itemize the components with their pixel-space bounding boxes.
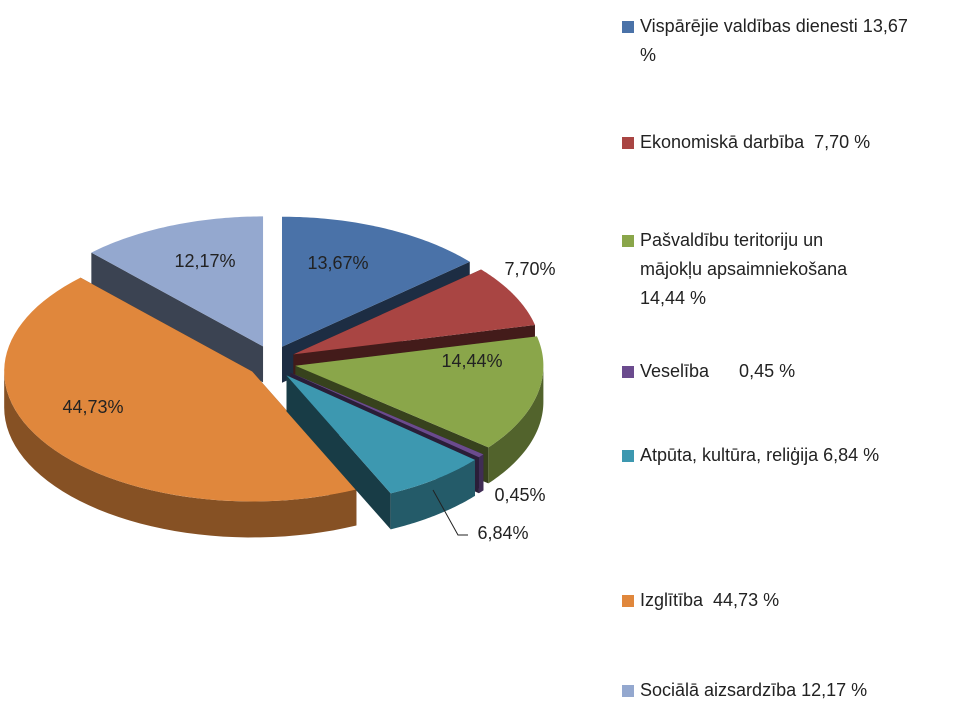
slice-top bbox=[281, 216, 470, 347]
legend-label: Sociālā aizsardzība 12,17 % bbox=[640, 680, 868, 700]
legend-label: Atpūta, kultūra, reliģija 6,84 % bbox=[640, 445, 880, 465]
slice bbox=[91, 216, 264, 383]
leader-line bbox=[432, 489, 468, 536]
legend-item: Ekonomiskā darbība 7,70 % bbox=[622, 128, 974, 157]
slice-top bbox=[295, 336, 544, 448]
slice-top bbox=[4, 277, 357, 502]
data-label: 7,70% bbox=[504, 259, 555, 279]
legend-swatch bbox=[622, 137, 634, 149]
legend-item: Atpūta, kultūra, reliģija 6,84 % bbox=[622, 441, 974, 470]
legend-item: Sociālā aizsardzība 12,17 % bbox=[622, 676, 974, 705]
slice-side bbox=[478, 454, 484, 494]
legend-label: Izglītība 44,73 % bbox=[640, 590, 780, 610]
legend-item: Pašvaldību teritoriju un mājokļu apsaimn… bbox=[622, 226, 865, 313]
legend-item: Izglītība 44,73 % bbox=[622, 586, 974, 615]
legend-swatch bbox=[622, 21, 634, 33]
slice-side bbox=[488, 365, 544, 484]
data-label: 14,44% bbox=[441, 351, 502, 371]
legend-label: Veselība 0,45 % bbox=[640, 361, 796, 381]
legend-swatch bbox=[622, 685, 634, 697]
slice bbox=[4, 277, 357, 538]
slice-wall bbox=[91, 252, 264, 383]
legend-swatch bbox=[622, 235, 634, 247]
data-label: 6,84% bbox=[477, 523, 528, 543]
legend-swatch bbox=[622, 366, 634, 378]
slice-side bbox=[390, 459, 475, 530]
legend-label: Ekonomiskā darbība 7,70 % bbox=[640, 132, 871, 152]
legend-swatch bbox=[622, 450, 634, 462]
data-label: 44,73% bbox=[62, 397, 123, 417]
slice-top bbox=[91, 216, 264, 347]
legend-label: Pašvaldību teritoriju un mājokļu apsaimn… bbox=[640, 230, 853, 308]
slice bbox=[286, 375, 475, 530]
legend-item: Vispārējie valdības dienesti 13,67 % bbox=[622, 12, 910, 70]
legend-label: Vispārējie valdības dienesti 13,67 % bbox=[640, 16, 913, 65]
slice-top bbox=[290, 372, 484, 458]
slice-wall bbox=[286, 375, 391, 530]
slice-top bbox=[293, 269, 535, 355]
slice-top bbox=[286, 375, 475, 494]
data-label: 0,45% bbox=[494, 485, 545, 505]
data-label: 13,67% bbox=[307, 253, 368, 273]
data-label: 12,17% bbox=[174, 251, 235, 271]
slice-side bbox=[4, 371, 357, 538]
legend-item: Veselība 0,45 % bbox=[622, 357, 974, 386]
legend-swatch bbox=[622, 595, 634, 607]
